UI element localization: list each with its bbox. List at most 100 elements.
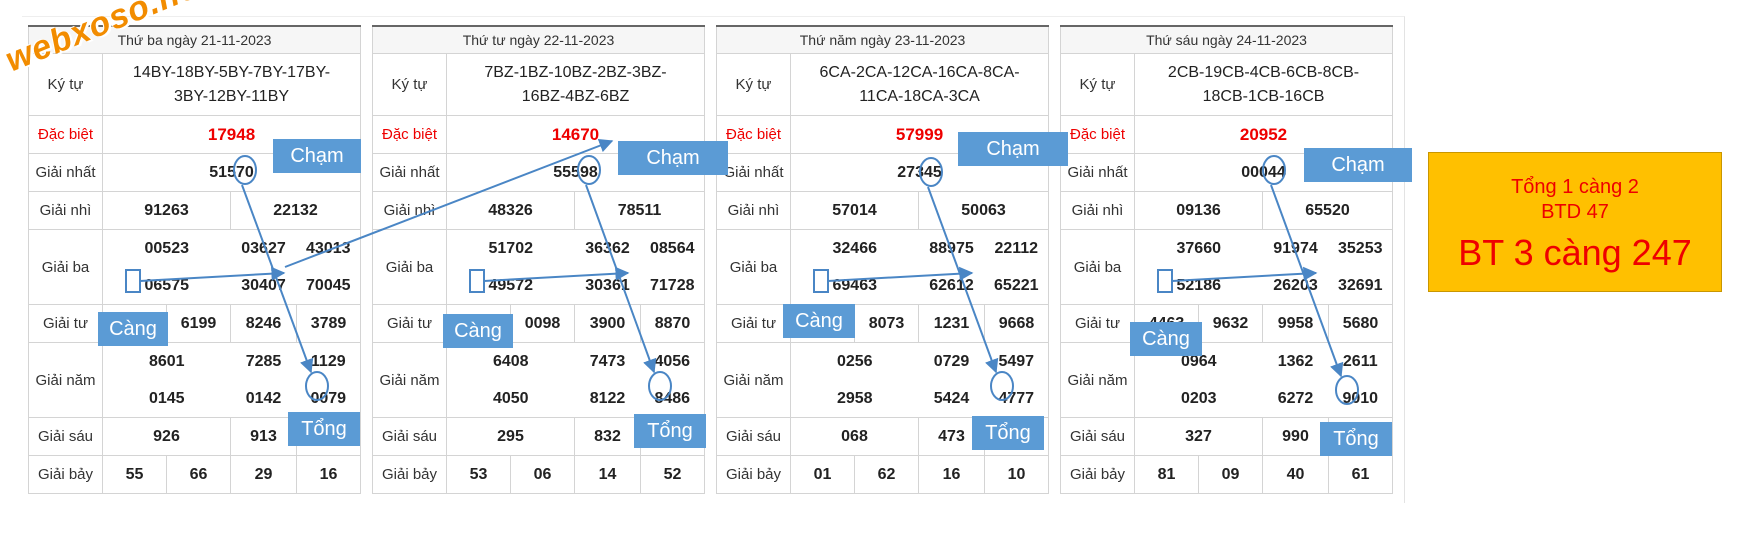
fifth-prize-value: 7285 [230,342,297,380]
prize-label-first: Giải nhất [716,153,791,192]
fourth-prize-value: 3789 [295,304,362,343]
cang-callout: Càng [1130,322,1202,356]
cang-digit-box [1157,269,1173,293]
cang-digit-box [125,269,141,293]
seventh-prize-value: 81 [1134,455,1199,494]
special-prize-value: 20952 [1133,115,1394,154]
seventh-prize-value: 14 [574,455,641,494]
prize-label-sixth: Giải sáu [1060,417,1135,456]
fourth-prize-value: 8246 [230,304,297,343]
draw-date-header: Thứ tư ngày 22-11-2023 [372,25,705,54]
prediction-line-1: Tổng 1 càng 2 [1511,176,1639,198]
seventh-prize-value: 09 [1198,455,1263,494]
prize-label-fourth: Giải tư [372,304,447,343]
second-prize-value: 57014 [790,191,919,230]
tong-callout: Tổng [288,412,360,446]
fifth-prize-value: 5424 [918,380,985,418]
lottery-result-table: Thứ sáu ngày 24-11-2023 Ký tự 2CB-19CB-4C… [1059,25,1394,494]
ky-tu-label: Ký tự [372,53,447,116]
third-prize-value: 00523 [102,229,231,267]
third-prize-value: 32691 [1328,267,1394,305]
cang-callout: Càng [443,314,513,348]
fourth-prize-value: 8870 [640,304,705,343]
third-prize-value: 51702 [446,229,575,267]
prize-label-third: Giải ba [1060,229,1135,305]
prize-label-fifth: Giải năm [28,342,103,418]
fourth-prize-value: 3900 [574,304,641,343]
cham-callout: Chạm [273,139,361,173]
tong-digit-circle [1335,375,1359,405]
fifth-prize-value: 2611 [1328,342,1394,380]
third-prize-value: 22112 [984,229,1050,267]
ky-tu-label: Ký tự [716,53,791,116]
cham-digit-circle [577,155,601,185]
cang-callout: Càng [783,304,855,338]
prize-label-third: Giải ba [28,229,103,305]
third-prize-value: 43013 [296,229,362,267]
third-prize-value: 36362 [574,229,641,267]
tong-callout: Tổng [1320,422,1392,456]
third-prize-value: 88975 [918,229,985,267]
sixth-prize-value: 327 [1134,417,1263,456]
fifth-prize-value: 4777 [984,380,1050,418]
prize-label-third: Giải ba [372,229,447,305]
fifth-prize-value: 0145 [102,380,231,418]
fourth-prize-value: 6199 [166,304,231,343]
prediction-line-2: BTD 47 [1541,201,1609,223]
cham-callout: Chạm [1304,148,1412,182]
fifth-prize-value: 1362 [1262,342,1329,380]
cang-callout: Càng [98,312,168,346]
seventh-prize-value: 40 [1262,455,1329,494]
prediction-box: Tổng 1 càng 2 BTD 47 BT 3 càng 247 [1428,152,1722,292]
second-prize-value: 65520 [1261,191,1394,230]
prize-label-special: Đặc biệt [716,115,791,154]
link-arrow [1171,266,1318,282]
third-prize-value: 30361 [574,267,641,305]
fourth-prize-value: 0098 [510,304,575,343]
lottery-result-table: Thứ năm ngày 23-11-2023 Ký tự 6CA-2CA-12C… [715,25,1050,494]
cang-digit-box [469,269,485,293]
sum-arrow [1270,184,1344,378]
second-prize-value: 50063 [917,191,1050,230]
seventh-prize-value: 62 [854,455,919,494]
prize-label-seventh: Giải bảy [372,455,447,494]
prize-label-special: Đặc biệt [28,115,103,154]
cham-callout: Chạm [958,132,1068,166]
fourth-prize-value: 1231 [918,304,985,343]
third-prize-value: 69463 [790,267,919,305]
tong-digit-circle [305,371,329,401]
prize-label-second: Giải nhì [716,191,791,230]
lottery-result-table: Thứ ba ngày 21-11-2023 Ký tự 14BY-18BY-5B… [27,25,362,494]
cang-digit-box [813,269,829,293]
second-prize-value: 09136 [1134,191,1263,230]
fourth-prize-value: 8073 [854,304,919,343]
third-prize-value: 35253 [1328,229,1394,267]
tong-callout: Tổng [972,416,1044,450]
prize-label-sixth: Giải sáu [716,417,791,456]
lottery-result-table: Thứ tư ngày 22-11-2023 Ký tự 7BZ-1BZ-10BZ… [372,25,705,494]
fifth-prize-value: 0729 [918,342,985,380]
results-frame [22,16,1405,503]
draw-date-header: Thứ sáu ngày 24-11-2023 [1059,25,1394,54]
sum-arrow [585,184,657,374]
draw-date-header: Thứ ba ngày 21-11-2023 [27,25,362,54]
tong-callout: Tổng [634,414,706,448]
third-prize-value: 70045 [296,267,362,305]
seventh-prize-value: 16 [295,455,362,494]
seventh-prize-value: 55 [102,455,167,494]
prediction-line-3: BT 3 càng 247 [1458,232,1692,273]
special-prize-value: 14670 [446,115,705,154]
third-prize-value: 37660 [1134,229,1263,267]
cham-digit-circle [1262,155,1286,185]
seventh-prize-value: 66 [166,455,231,494]
sixth-prize-value: 990 [1262,417,1329,456]
fifth-prize-value: 6408 [446,342,575,380]
third-prize-value: 06575 [102,267,231,305]
third-prize-value: 08564 [640,229,705,267]
draw-date-header: Thứ năm ngày 23-11-2023 [715,25,1050,54]
prize-label-fifth: Giải năm [372,342,447,418]
ky-tu-value: 14BY-18BY-5BY-7BY-17BY- 3BY-12BY-11BY [101,53,362,116]
tong-digit-circle [648,371,672,401]
fifth-prize-value: 0142 [230,380,297,418]
